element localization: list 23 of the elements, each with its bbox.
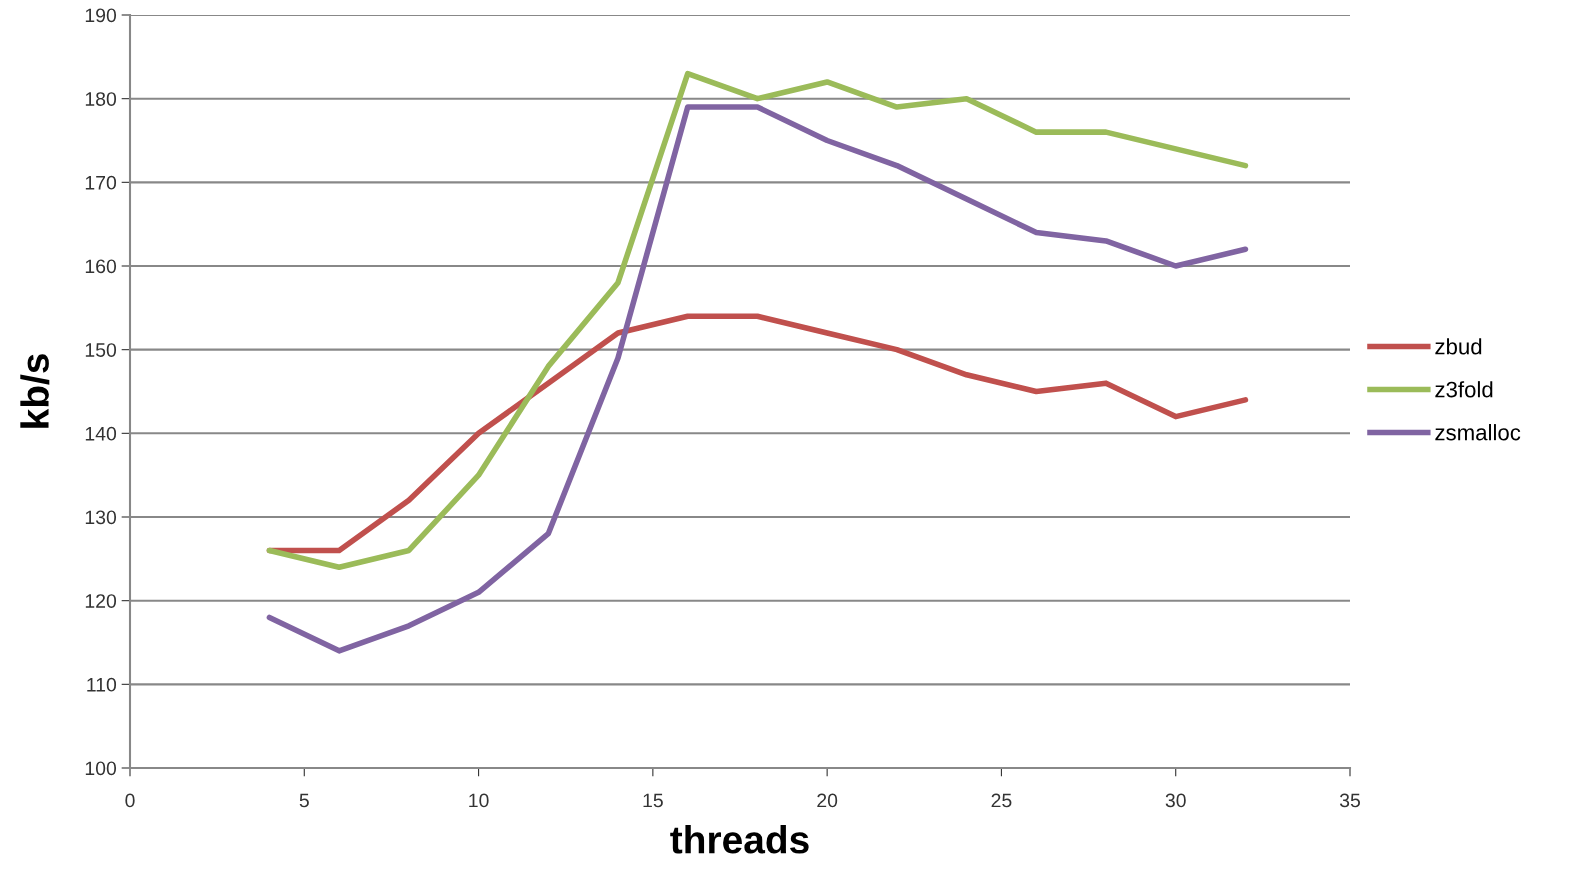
legend-label: zbud <box>1435 338 1482 355</box>
y-tick-label: 140 <box>85 426 117 441</box>
x-tick-label: 25 <box>991 793 1012 808</box>
y-tick-label: 130 <box>85 510 117 525</box>
y-tick-label: 180 <box>85 92 117 106</box>
x-tick-label: 30 <box>1165 793 1186 808</box>
y-tick-label: 190 <box>85 8 117 23</box>
x-axis-title: threads <box>670 825 809 854</box>
y-tick-label: 150 <box>85 343 117 357</box>
y-axis-title: kb/s <box>20 354 50 428</box>
x-tick-label: 10 <box>469 793 489 808</box>
y-tick-label: 170 <box>85 175 117 190</box>
y-tick-label: 160 <box>85 259 117 274</box>
legend-label: zsmalloc <box>1435 424 1521 441</box>
x-tick-label: 20 <box>817 793 838 808</box>
x-tick-label: 0 <box>125 793 135 808</box>
legend-label: z3fold <box>1435 381 1493 398</box>
x-tick-label: 35 <box>1339 793 1360 808</box>
y-tick-label: 110 <box>87 677 117 692</box>
y-tick-label: 100 <box>85 761 117 776</box>
y-tick-label: 120 <box>85 594 117 608</box>
x-tick-label: 15 <box>643 793 663 808</box>
x-tick-label: 5 <box>299 793 309 808</box>
